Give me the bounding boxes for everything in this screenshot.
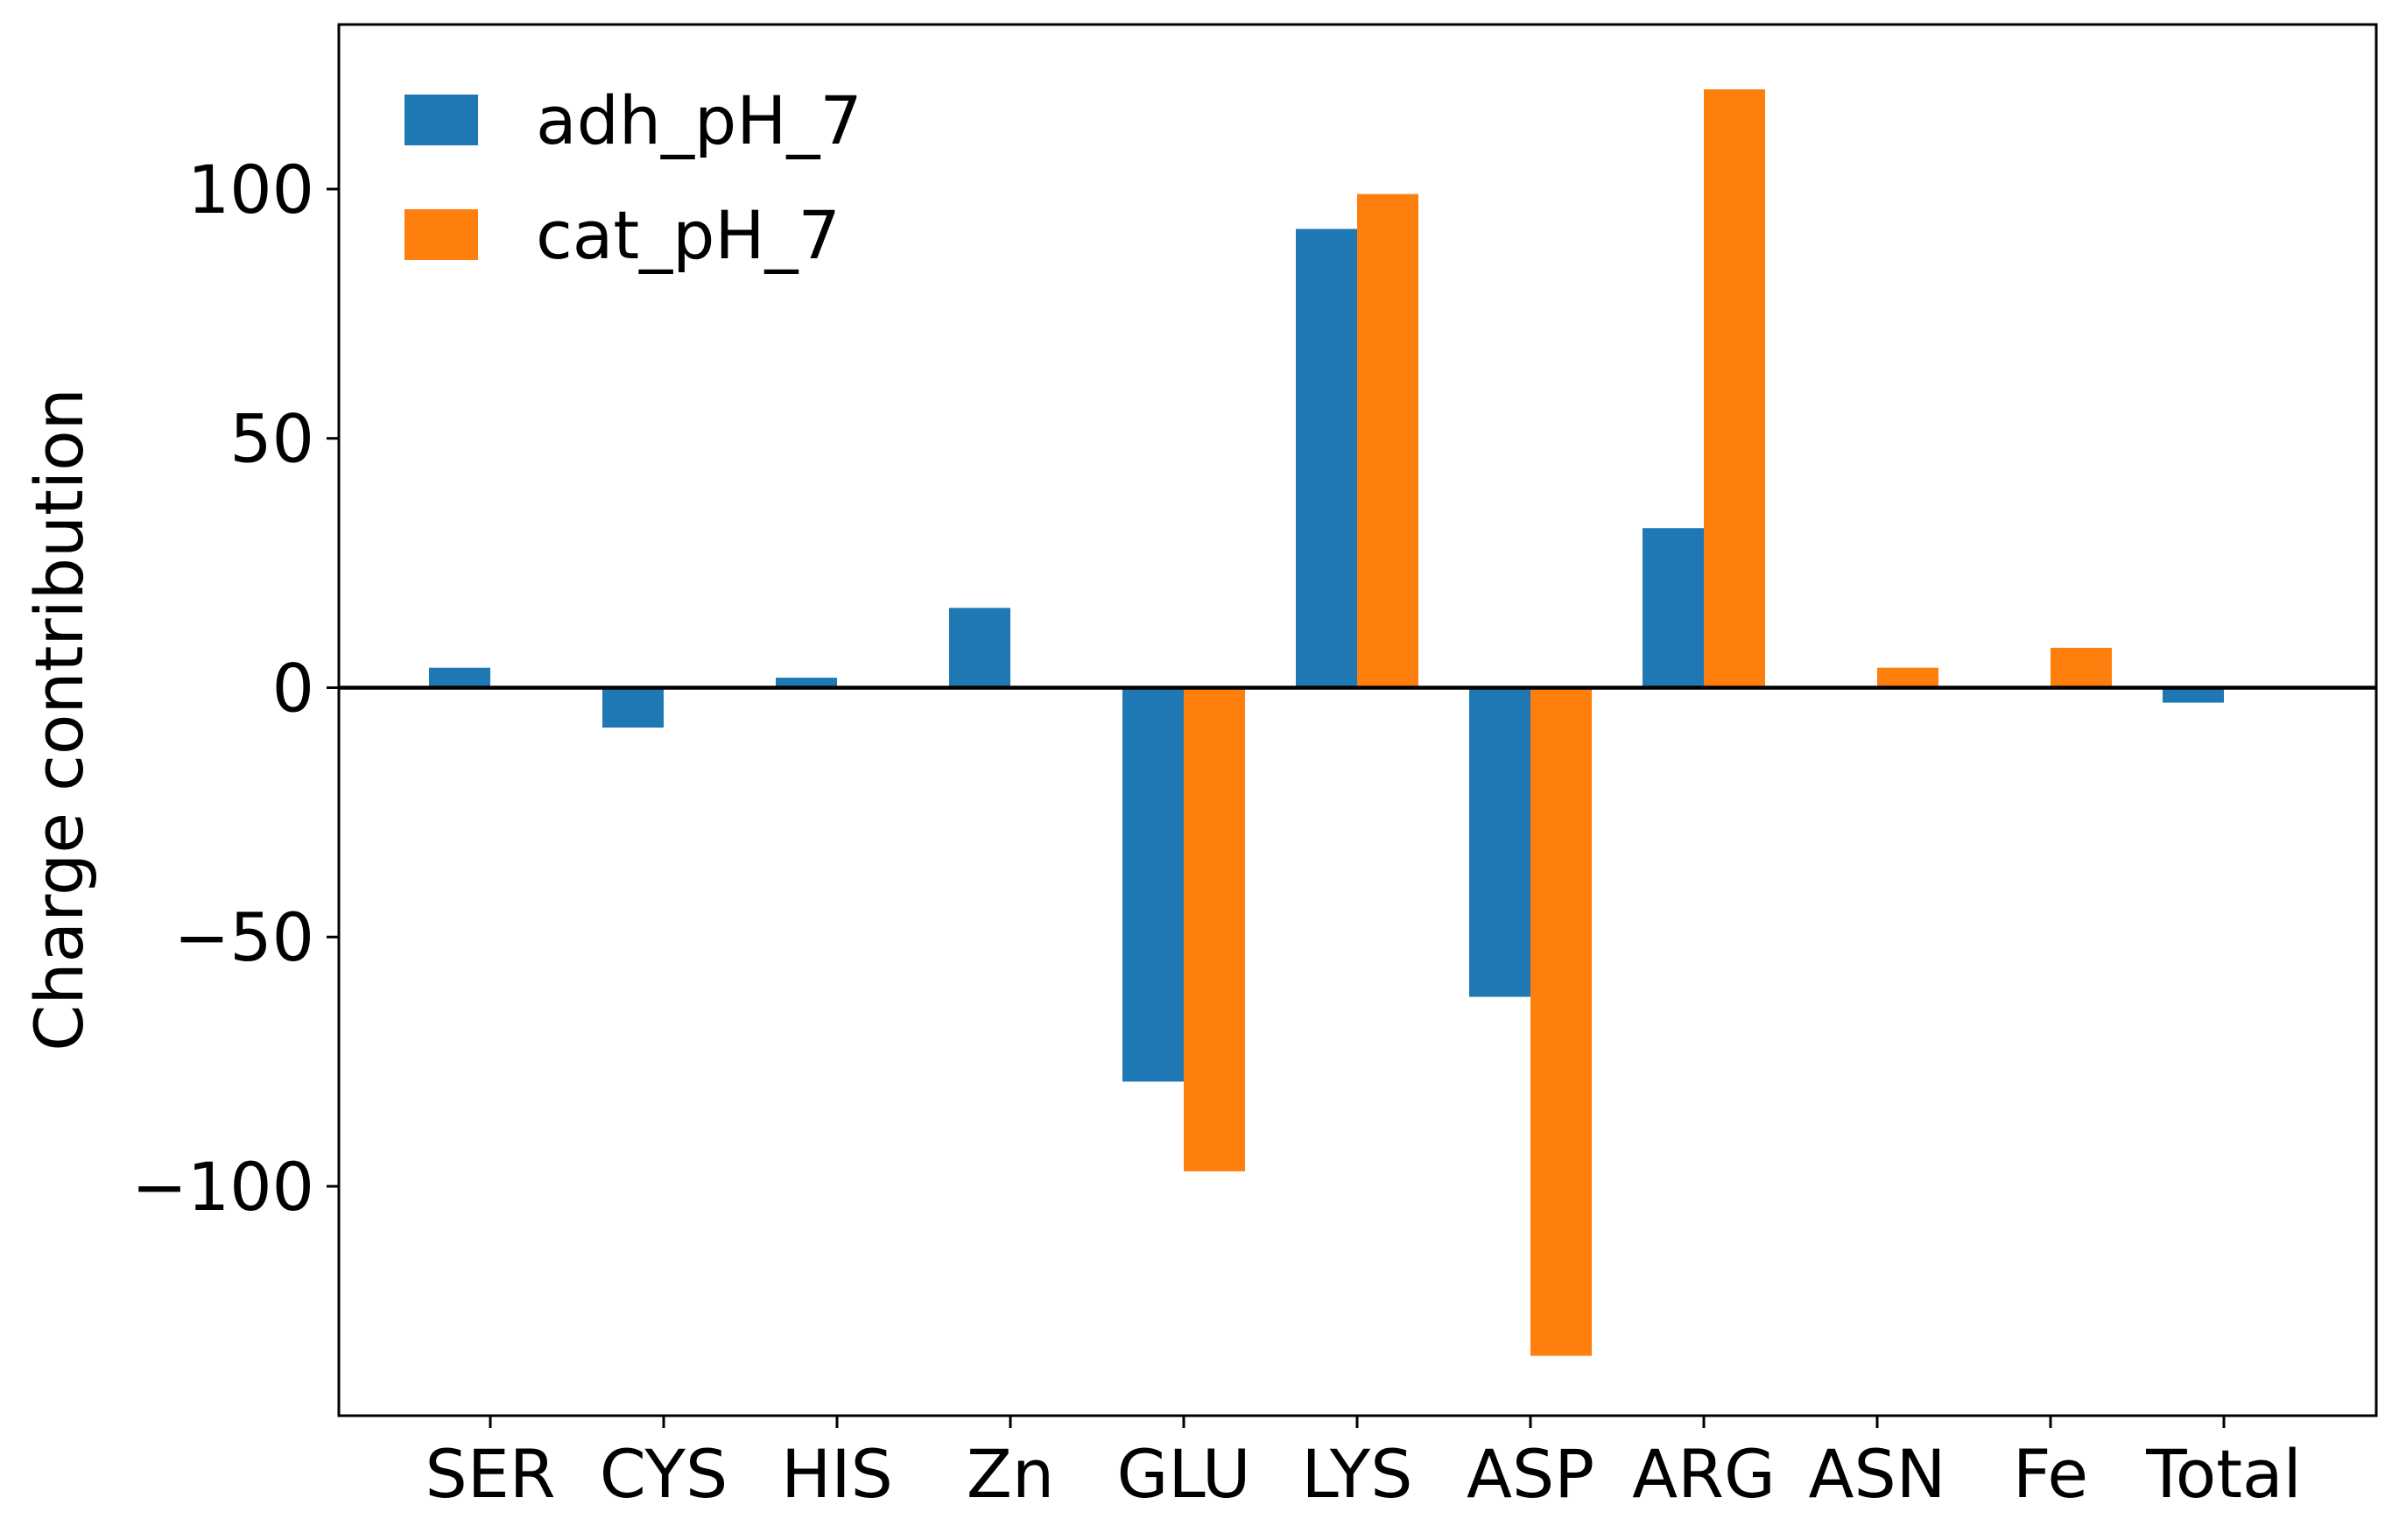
bar-cat_pH_7-asp [1530,687,1592,1356]
x-tick-label: ASP [1467,1435,1594,1513]
y-tick-label: 100 [187,151,314,229]
bar-adh_pH_7-lys [1296,229,1357,688]
x-tick-label: HIS [781,1435,893,1513]
x-tick-label: Fe [2013,1435,2088,1513]
bar-cat_pH_7-fe [2051,647,2112,688]
bar-adh_pH_7-his [776,678,837,688]
bar-adh_pH_7-asp [1469,687,1530,997]
x-tick-label: ASN [1808,1435,1945,1513]
y-tick-label: −100 [131,1148,314,1226]
y-tick-label: 0 [272,649,314,727]
bar-cat_pH_7-glu [1184,687,1245,1171]
x-tick-label: GLU [1116,1435,1250,1513]
bars-layer [429,89,2224,1356]
legend: adh_pH_7 cat_pH_7 [405,81,862,274]
y-axis-label: Charge contribution [20,388,98,1051]
legend-swatch-adh_pH_7 [405,95,478,145]
bar-adh_pH_7-glu [1122,687,1184,1082]
x-tick-label: ARG [1632,1435,1776,1513]
x-axis-ticks: SER CYS HIS Zn GLU LYS ASP ARG ASN Fe Total [425,1416,2302,1513]
bar-adh_pH_7-total [2163,687,2224,703]
x-tick-label: LYS [1302,1435,1413,1513]
y-tick-label: 50 [229,400,314,478]
x-tick-label: SER [425,1435,555,1513]
bar-cat_pH_7-lys [1357,193,1418,688]
y-axis-ticks: 100 50 0 −50 −100 [131,151,339,1226]
legend-label-cat_pH_7: cat_pH_7 [536,196,841,274]
bar-adh_pH_7-ser [429,667,490,688]
legend-label-adh_pH_7: adh_pH_7 [536,81,862,159]
x-tick-label: Zn [967,1435,1054,1513]
x-tick-label: Total [2145,1435,2302,1513]
bar-adh_pH_7-zn [949,608,1010,688]
x-tick-label: CYS [600,1435,728,1513]
y-tick-label: −50 [174,898,314,976]
bar-adh_pH_7-cys [602,687,664,728]
bar-cat_pH_7-arg [1704,89,1765,688]
legend-swatch-cat_pH_7 [405,209,478,260]
bar-adh_pH_7-arg [1643,528,1704,688]
bar-cat_pH_7-asn [1877,667,1938,688]
